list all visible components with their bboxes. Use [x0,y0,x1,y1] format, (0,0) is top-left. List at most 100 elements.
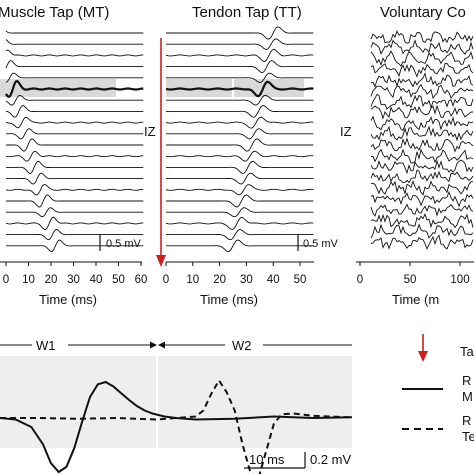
legend-line1-b: M [462,389,473,404]
series-line-solid [0,380,353,474]
trace-channel-8 [5,105,144,118]
trace-channel-12 [5,150,144,162]
vc-trace-channel-7 [370,93,474,110]
trace-channel-4 [166,60,314,73]
legend-line2-b: Te [462,429,474,444]
trace-channel-13 [166,160,314,174]
trace-channel-6 [5,80,144,98]
bottom-scalebar: 10 ms 0.2 mV [244,452,352,469]
vc-trace-channel-3 [370,50,474,67]
legend-tap-label: Ta [460,344,474,359]
trace-channel-11 [6,138,144,152]
mt-xlabel: Time (ms) [39,292,97,307]
vc-tick-label-50: 50 [404,274,417,286]
trace-channel-19 [6,229,144,241]
w2-bracket [158,341,352,349]
tt-xlabel: Time (ms) [200,292,258,307]
mt-tick-label-50: 50 [112,274,125,286]
vc-trace-channel-12 [370,148,474,164]
trace-channel-3 [5,49,144,57]
mt-iz-label: IZ [144,124,156,139]
vc-trace-channel-19 [370,223,474,239]
vc-trace-channel-2 [370,39,474,55]
tt-scalebar: 0.5 mV [297,234,339,251]
vc-trace-channel-17 [370,203,474,217]
x-ticks: 0 10 20 30 40 50 60 0 10 20 30 40 50 0 50 100 [3,262,470,286]
time-scalebar-label: 10 ms [249,452,285,467]
trace-channel-11 [166,138,314,152]
trace-channel-12 [165,150,314,162]
w1-bracket [0,341,157,349]
mt-tick-label-60: 60 [135,274,148,286]
vc-trace-channel-4 [370,62,474,78]
tt-title: Tendon Tap (TT) [192,4,302,21]
mt-scalebar: 0.5 mV [99,234,142,251]
vc-trace-channel-11 [370,137,474,153]
tt-tick-label-10: 10 [186,274,199,286]
legend-line2-a: R [462,413,471,428]
amp-scalebar-label: 0.2 mV [310,452,352,467]
tap-arrow-icon [156,38,166,267]
trace-channel-5 [5,72,144,83]
trace-channel-16 [6,194,144,208]
vc-trace-channel-6 [370,83,474,100]
mt-tick-label-10: 10 [22,274,35,286]
trace-channel-15 [165,184,314,196]
trace-channel-7 [5,94,144,106]
mt-traces [5,30,144,252]
tt-tick-label-40: 40 [267,274,280,286]
series-line-dashed [0,378,353,474]
tt-tick-label-50: 50 [294,274,307,286]
mt-shaded-window [0,79,116,97]
tt-scalebar-label: 0.5 mV [303,238,339,250]
trace-channel-17 [6,207,144,218]
vc-tick-label-0: 0 [357,274,363,286]
vc-xlabel: Time (m [392,292,439,307]
trace-channel-2 [166,38,314,50]
vc-trace-channel-13 [370,159,474,175]
mt-tick-label-20: 20 [45,274,58,286]
trace-channel-14 [6,172,144,185]
trace-channel-1 [166,26,314,40]
mt-tick-label-30: 30 [67,274,80,286]
vc-trace-channel-5 [370,72,474,88]
vc-trace-channel-16 [370,190,474,208]
vc-traces [370,30,474,250]
legend: Ta R M R Te [402,334,474,444]
trace-channel-19 [166,229,314,241]
trace-channel-2 [5,39,144,45]
vc-title: Voluntary Co [380,4,466,21]
vc-iz-label: IZ [340,124,352,139]
trace-channel-15 [5,184,144,196]
w2-label: W2 [232,338,252,353]
vc-trace-channel-9 [370,115,474,131]
vc-trace-channel-14 [370,169,474,184]
bottom-panel-bg [0,356,352,448]
mt-tick-label-0: 0 [3,274,9,286]
trace-channel-6 [165,80,314,98]
vc-trace-channel-15 [370,179,473,196]
vc-trace-channel-20 [370,234,474,250]
trace-channel-7 [166,94,314,106]
trace-channel-18 [165,217,314,230]
w1-label: W1 [36,338,56,353]
tt-tick-label-0: 0 [163,274,169,286]
trace-channel-20 [6,239,144,252]
trace-channel-20 [166,239,314,252]
mt-tick-label-40: 40 [90,274,103,286]
trace-channel-14 [166,172,314,185]
trace-channel-4 [5,60,144,69]
tt-traces [165,26,314,252]
trace-channel-9 [165,116,314,129]
vc-tick-label-100: 100 [450,274,469,286]
trace-channel-10 [6,128,144,140]
trace-channel-3 [165,48,314,62]
tt-tick-label-30: 30 [240,274,253,286]
vc-trace-channel-10 [370,125,474,142]
mt-title: Muscle Tap (MT) [0,4,109,21]
trace-channel-17 [166,207,314,218]
trace-channel-1 [5,30,144,34]
trace-channel-9 [5,116,144,129]
vc-trace-channel-8 [370,104,474,120]
